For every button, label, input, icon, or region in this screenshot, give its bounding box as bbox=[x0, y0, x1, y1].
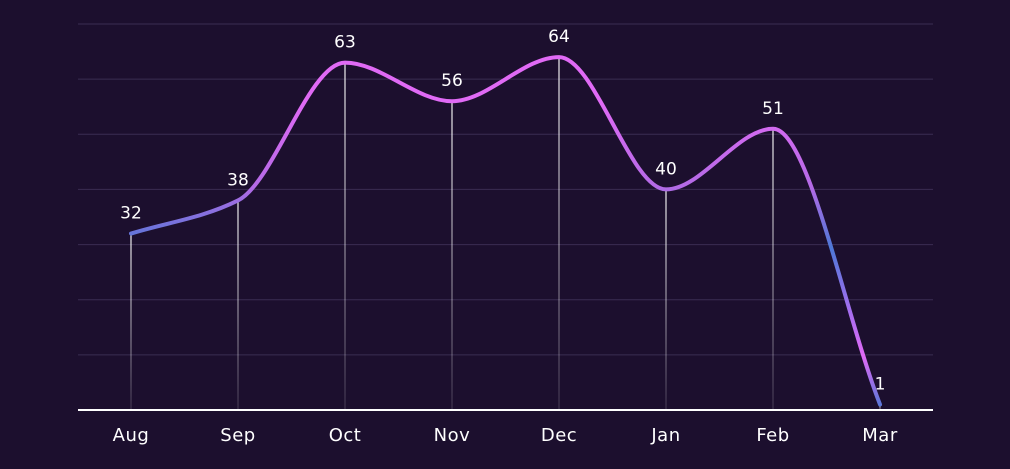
x-tick-label: Nov bbox=[434, 425, 471, 446]
data-label: 38 bbox=[227, 170, 249, 190]
data-label: 64 bbox=[548, 27, 570, 47]
data-label: 1 bbox=[875, 374, 886, 394]
x-tick-label: Aug bbox=[113, 425, 150, 446]
gridlines bbox=[78, 23, 933, 356]
data-label: 63 bbox=[334, 33, 356, 53]
x-tick-label: Dec bbox=[541, 425, 577, 446]
x-tick-label: Sep bbox=[220, 425, 255, 446]
x-tick-labels: Aug Sep Oct Nov Dec Jan Feb Mar bbox=[113, 425, 898, 446]
x-tick-label: Mar bbox=[862, 425, 898, 446]
x-tick-label: Jan bbox=[650, 425, 680, 446]
data-labels: 32 38 63 56 64 40 51 1 bbox=[120, 27, 885, 394]
data-label: 40 bbox=[655, 159, 677, 179]
x-tick-label: Feb bbox=[756, 425, 789, 446]
drop-lines bbox=[130, 57, 881, 411]
data-label: 51 bbox=[762, 99, 784, 119]
data-label: 32 bbox=[120, 204, 142, 224]
data-label: 56 bbox=[441, 71, 463, 91]
x-tick-label: Oct bbox=[329, 425, 362, 446]
series-line bbox=[129, 55, 882, 407]
